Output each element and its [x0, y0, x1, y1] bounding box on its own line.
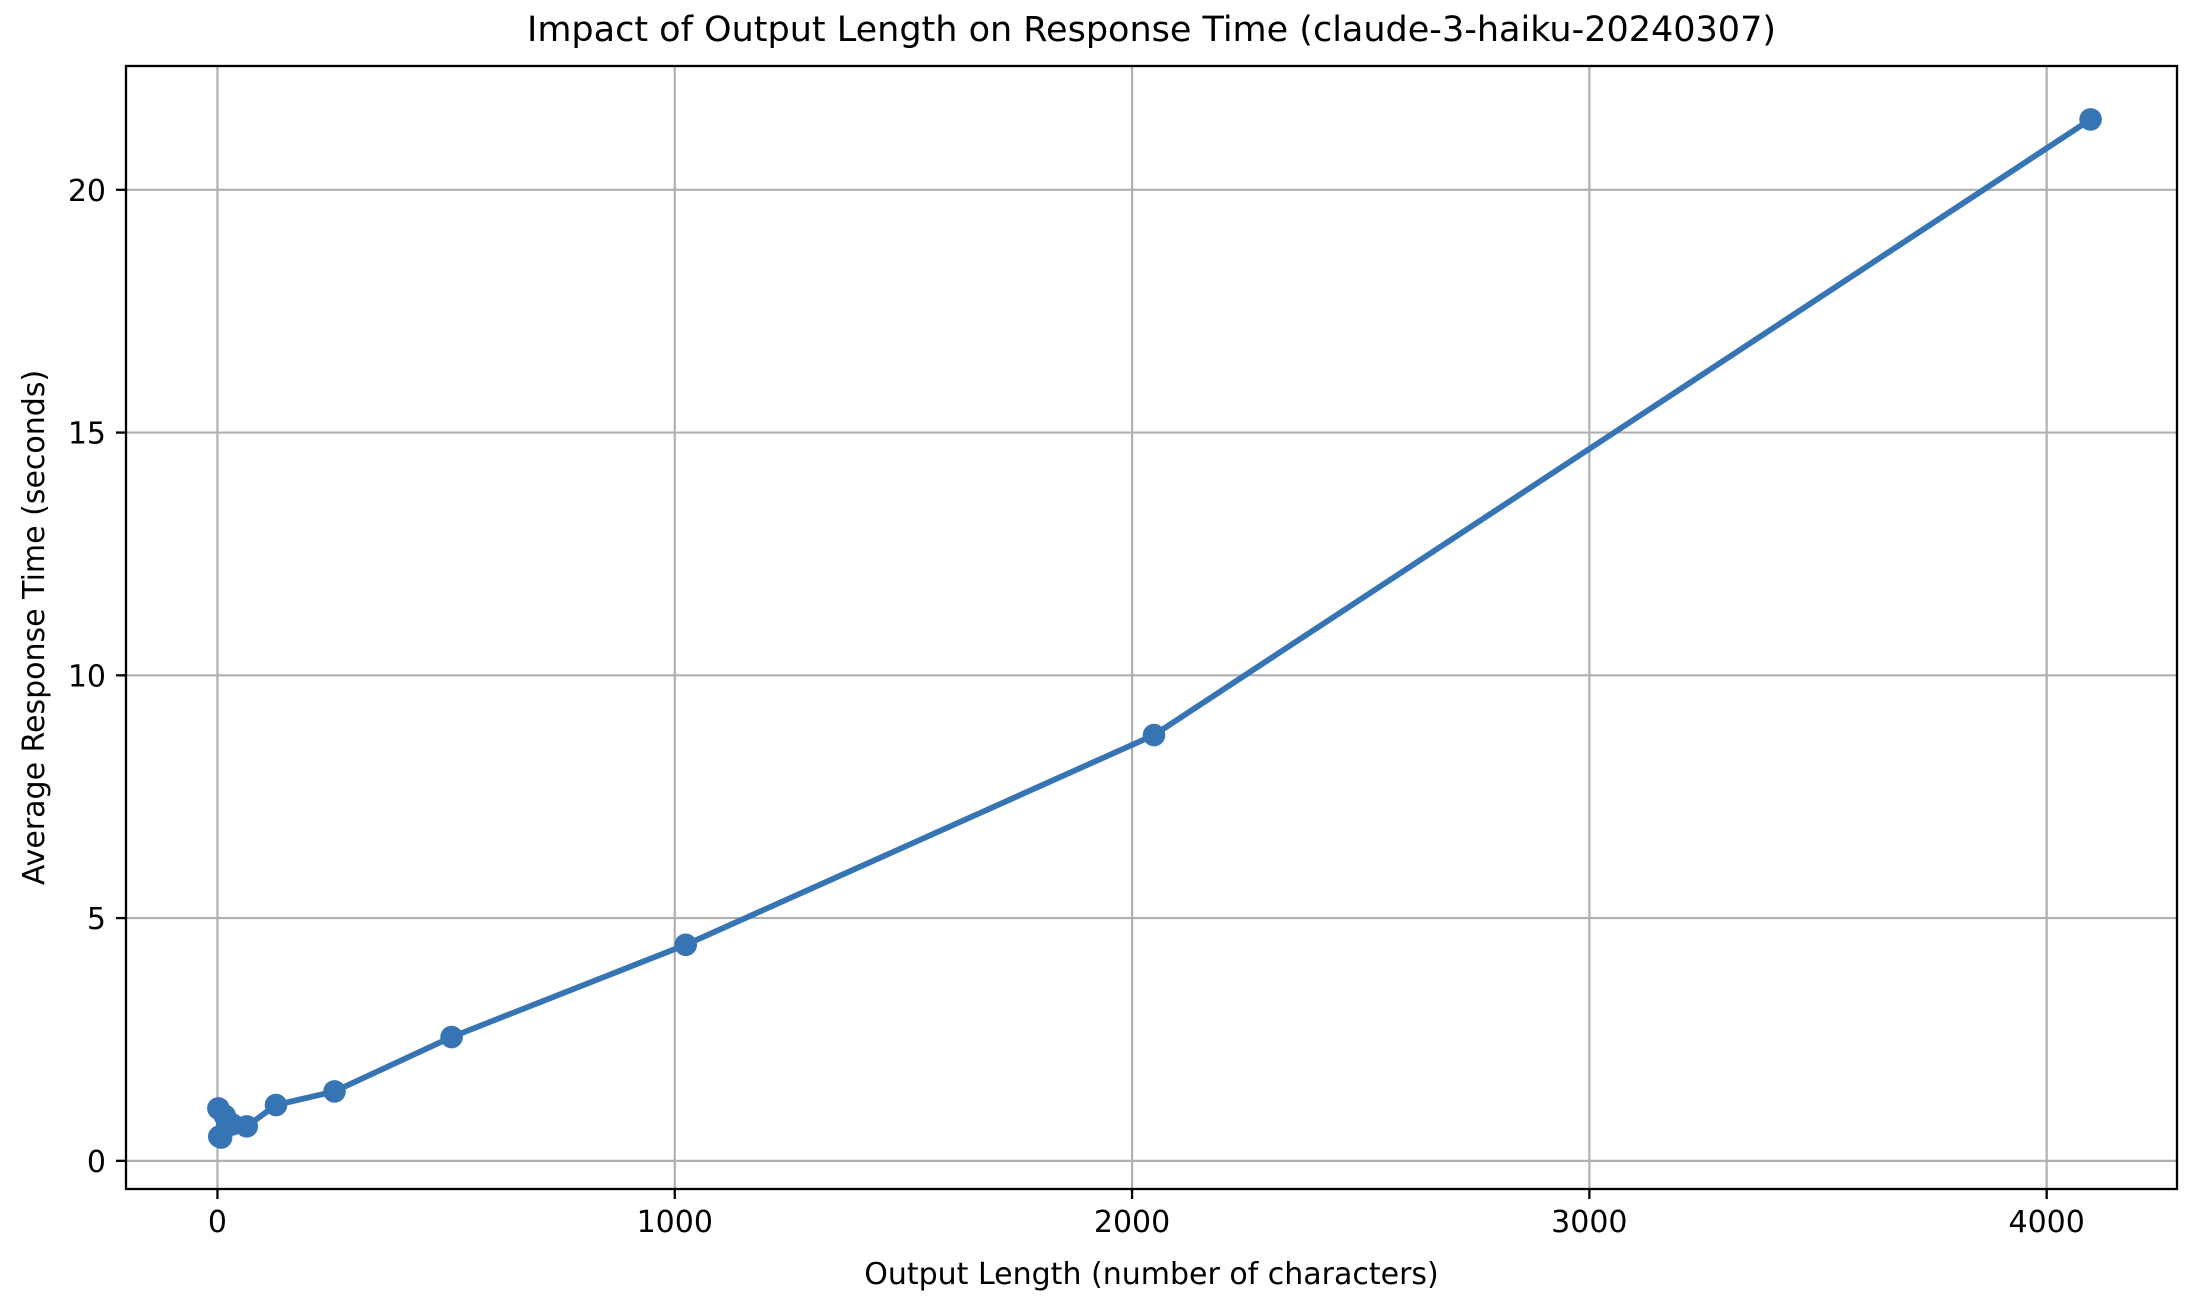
data-point: [440, 1025, 463, 1049]
data-series: [207, 108, 2102, 1149]
plot-border: [124, 64, 2179, 1191]
x-tick-label: 3000: [1551, 1205, 1627, 1240]
chart-title: Impact of Output Length on Response Time…: [527, 10, 1776, 50]
x-tick-label: 4000: [2008, 1205, 2084, 1240]
data-point: [264, 1093, 288, 1117]
data-point: [235, 1115, 259, 1138]
grid-lines: [126, 66, 2177, 1189]
data-point: [323, 1080, 346, 1103]
x-tick-label: 2000: [1094, 1205, 1170, 1240]
x-tick-label: 0: [208, 1205, 227, 1240]
y-tick-label: 20: [68, 174, 106, 209]
data-point: [1142, 723, 1166, 747]
data-point: [2079, 108, 2102, 131]
y-axis-label: Average Response Time (seconds): [17, 370, 52, 885]
y-tick-label: 0: [87, 1145, 106, 1180]
data-point: [674, 933, 698, 957]
x-tick-label: 1000: [637, 1205, 713, 1240]
axis-ticks: [116, 188, 2048, 1199]
y-tick-label: 15: [68, 417, 106, 452]
y-tick-label: 5: [87, 902, 106, 937]
axes-spines: [124, 64, 2179, 1191]
data-line: [215, 116, 2094, 1141]
tick-labels: 0 1000 2000 3000 4000 0 5 10 15 20: [68, 174, 2085, 1240]
y-tick-label: 10: [68, 659, 106, 694]
x-axis-label: Output Length (number of characters): [864, 1257, 1439, 1292]
